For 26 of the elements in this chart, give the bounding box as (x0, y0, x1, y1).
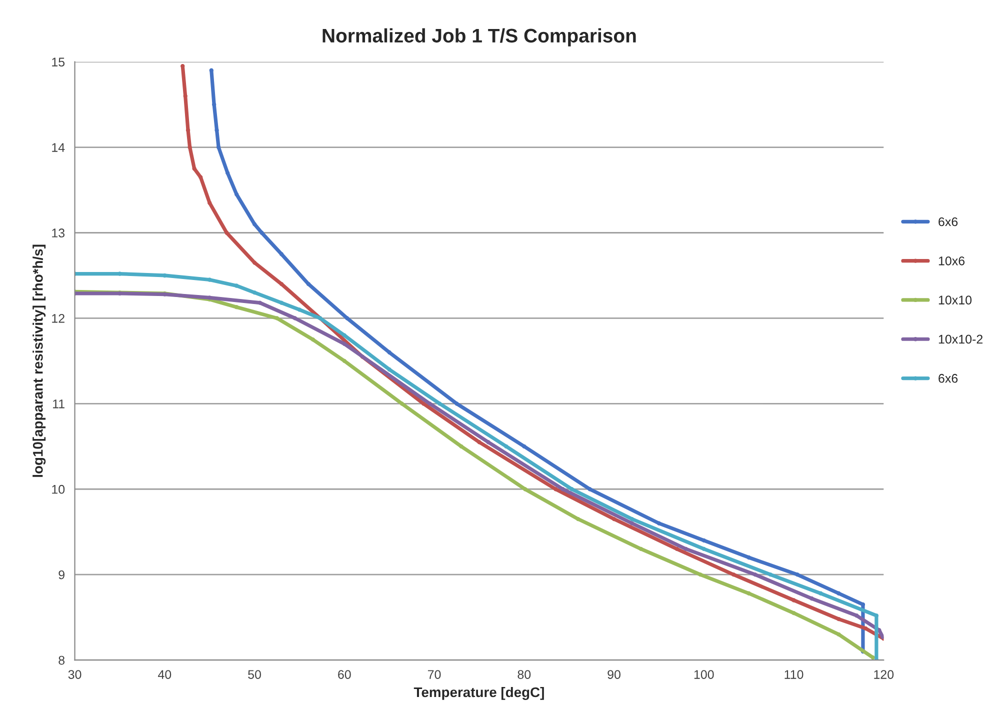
chart-title: Normalized Job 1 T/S Comparison (322, 28, 636, 46)
y-tick-label: 15 (52, 58, 65, 66)
x-axis-title: Temperature [degC] (414, 686, 544, 700)
x-tick-label: 50 (248, 670, 261, 679)
y-tick-label: 13 (52, 228, 65, 238)
y-tick-label: 12 (52, 314, 64, 323)
x-tick-label: 110 (784, 670, 804, 679)
legend-label: 6x6 (938, 374, 958, 383)
x-tick-label: 60 (338, 670, 351, 679)
y-tick-label: 11 (53, 400, 64, 408)
x-tick-label: 40 (158, 670, 172, 679)
x-tick-label: 100 (694, 670, 714, 679)
y-tick-label: 10 (52, 484, 65, 494)
x-tick-label: 80 (518, 670, 531, 679)
legend-label: 10x6 (938, 256, 965, 266)
legend-label: 10x10 (938, 296, 972, 304)
y-tick-label: 8 (58, 656, 65, 665)
x-tick-label: 30 (68, 670, 82, 679)
x-tick-label: 70 (428, 670, 441, 679)
x-tick-label: 120 (874, 670, 894, 679)
legend-label: 10x10-2 (938, 334, 983, 344)
y-axis-title: log10[apparant resistivity] [rho*h/s] (32, 244, 46, 477)
y-tick-label: 9 (58, 570, 64, 580)
legend-label: 6x6 (938, 217, 958, 226)
y-tick-label: 14 (52, 143, 65, 152)
x-tick-label: 90 (608, 670, 620, 679)
